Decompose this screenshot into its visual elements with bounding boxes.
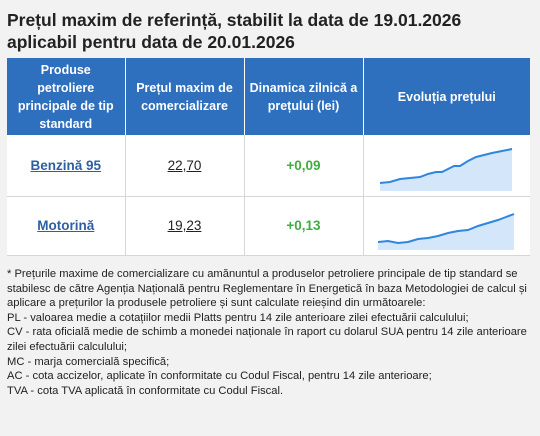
max-price-value[interactable]: 19,23 <box>167 218 202 233</box>
table-header-row: Produse petroliere principale de tip sta… <box>7 58 530 135</box>
note-ac: AC - cota accizelor, aplicate în conform… <box>7 370 432 383</box>
note-tva: TVA - cota TVA aplicată în conformitate … <box>7 384 284 397</box>
sparkline-area <box>377 214 514 250</box>
note-mc: MC - marja comercială specifică; <box>7 355 170 368</box>
header-daily-dynamics: Dinamica zilnică a prețului (lei) <box>244 58 364 135</box>
page-title: Prețul maxim de referință, stabilit la d… <box>7 9 527 53</box>
header-max-price: Prețul maxim de comercializare <box>125 58 245 135</box>
header-products: Produse petroliere principale de tip sta… <box>7 58 126 135</box>
title-line-2: aplicabil pentru data de 20.01.2026 <box>7 32 295 52</box>
title-line-1: Prețul maxim de referință, stabilit la d… <box>7 10 462 30</box>
table-row: Motorină 19,23 +0,13 <box>7 196 530 256</box>
note-intro: * Prețurile maxime de comercializare cu … <box>7 268 527 310</box>
daily-change-value: +0,09 <box>286 157 321 173</box>
sparkline-line <box>379 147 512 184</box>
daily-change-value: +0,13 <box>286 218 321 233</box>
note-pl: PL - valoarea medie a cotațiilor medii P… <box>7 311 469 324</box>
product-link-benzina-95[interactable]: Benzină 95 <box>30 157 102 173</box>
table-row: Benzină 95 22,70 +0,09 <box>7 135 530 197</box>
price-sparkline-benzina <box>379 147 512 191</box>
fuel-price-table: Produse petroliere principale de tip sta… <box>7 58 530 256</box>
note-cv: CV - rata oficială medie de schimb a mon… <box>7 326 527 353</box>
header-price-evolution: Evoluția prețului <box>363 58 530 135</box>
price-sparkline-motorina <box>377 213 515 250</box>
sparkline-line <box>377 213 515 245</box>
max-price-value[interactable]: 22,70 <box>167 157 202 173</box>
methodology-notes: * Prețurile maxime de comercializare cu … <box>7 267 533 398</box>
product-link-motorina[interactable]: Motorină <box>37 218 95 233</box>
